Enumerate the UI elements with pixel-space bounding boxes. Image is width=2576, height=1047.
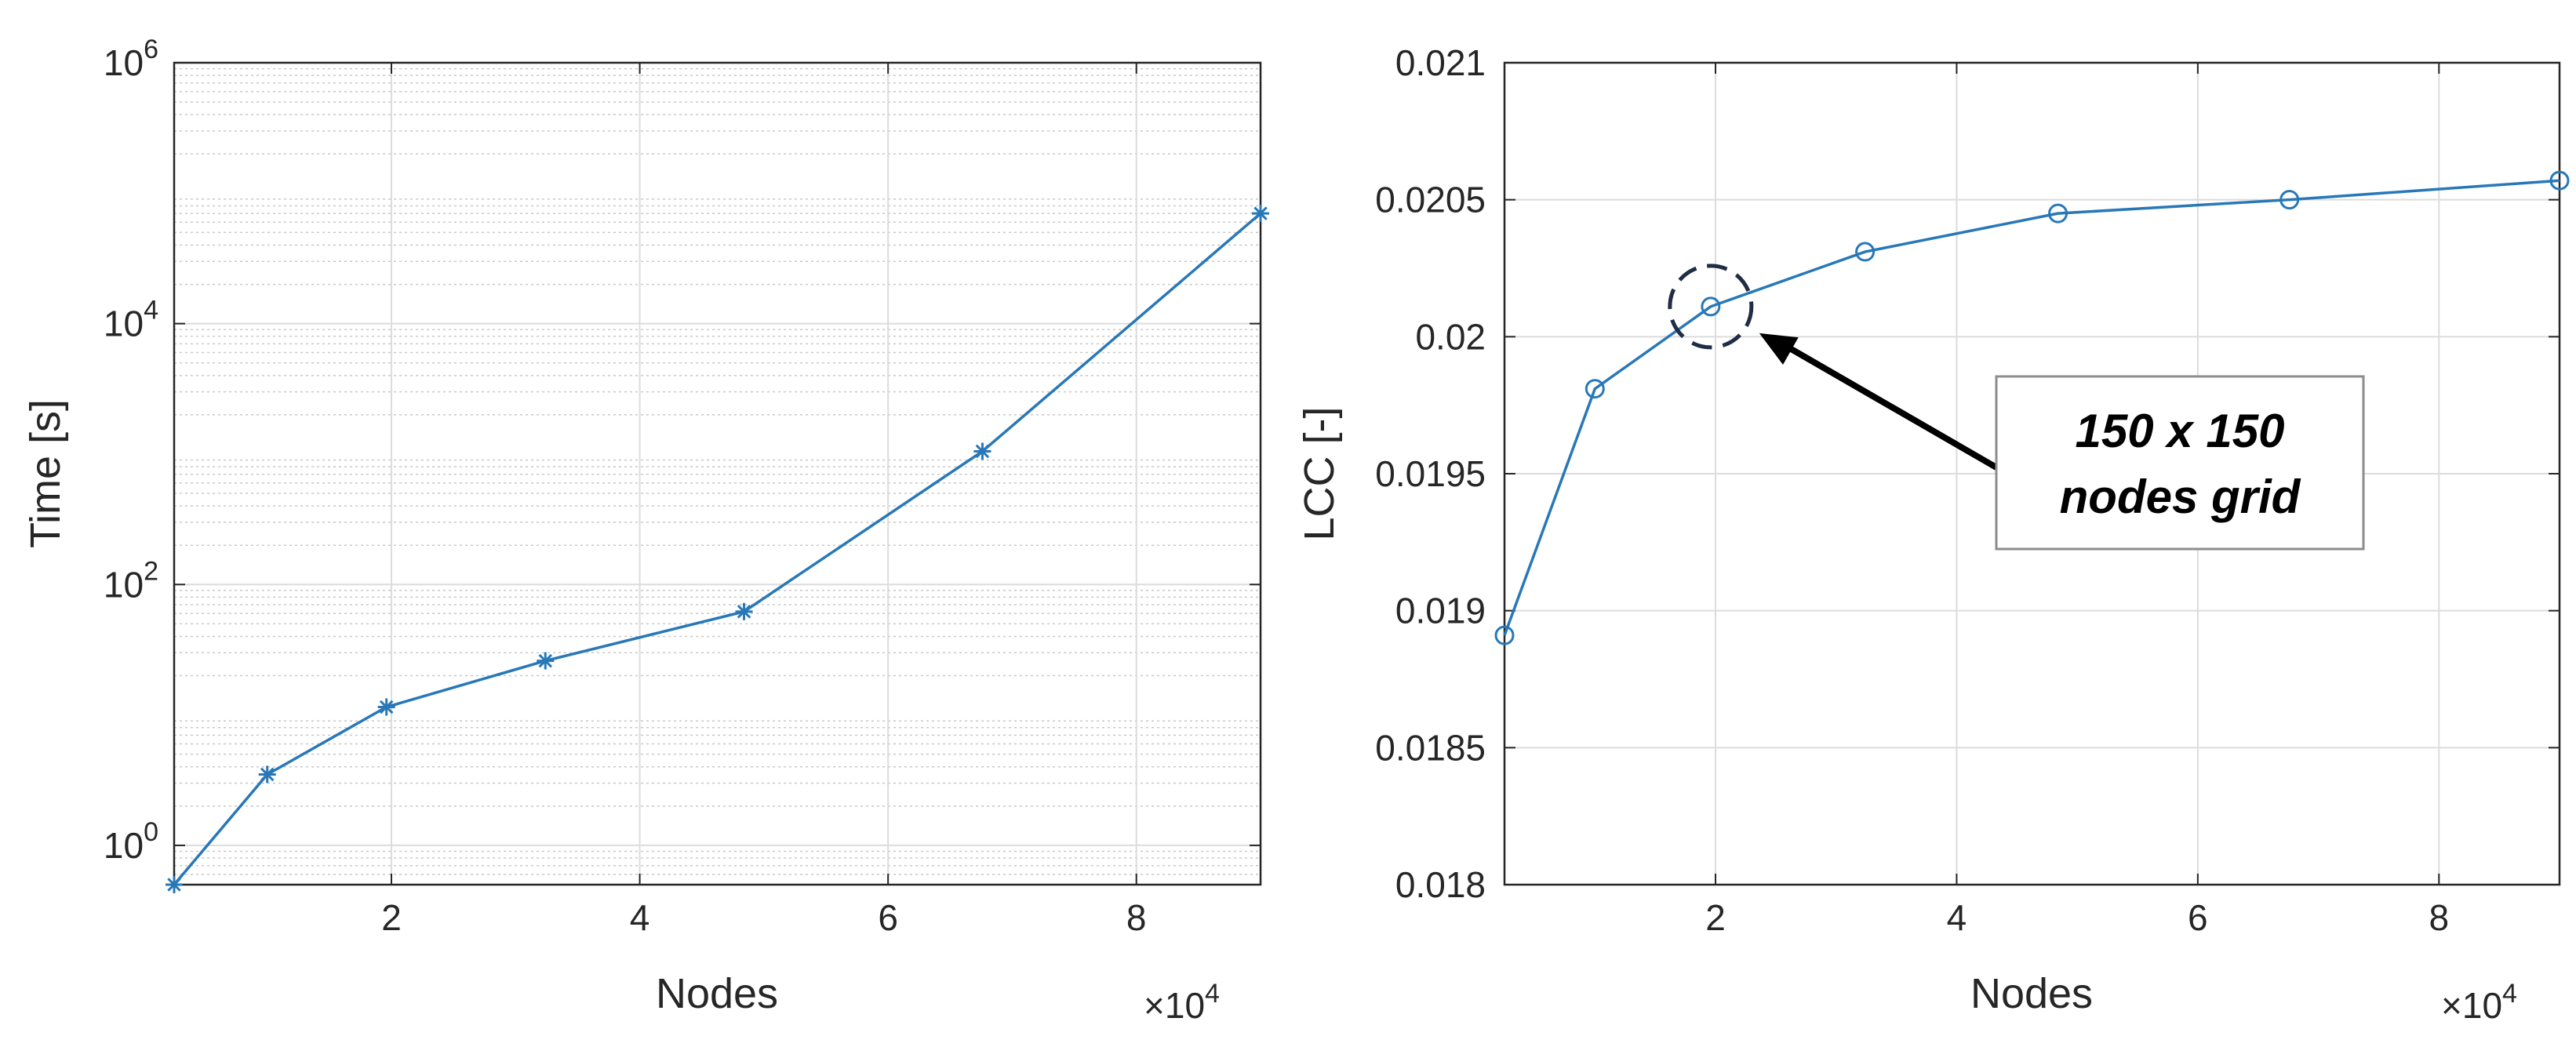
x-tick-label: 4 xyxy=(1947,897,1967,938)
annotation-arrow xyxy=(1759,333,1998,471)
x-exponent-label: ×104 xyxy=(1144,979,1220,1026)
marker-stroke xyxy=(167,878,181,892)
axis-ticks xyxy=(1504,62,2560,885)
data-point-marker xyxy=(166,876,183,893)
y-tick-base: 10 xyxy=(104,825,144,866)
x-axis-label: Nodes xyxy=(656,970,778,1017)
annotation-box xyxy=(1995,375,2365,551)
major-grid xyxy=(174,63,1261,885)
x-tick-label: 4 xyxy=(630,897,650,938)
plot-border xyxy=(173,61,1262,886)
arrow-shaft xyxy=(1781,341,1998,471)
y-tick-base: 10 xyxy=(104,304,144,344)
x-tick-labels: 2 4 6 8 xyxy=(1705,897,2449,938)
y-tick-base: 10 xyxy=(104,42,144,83)
data-point-marker xyxy=(537,652,555,670)
data-point-marker xyxy=(2048,203,2068,224)
x-tick-label: 8 xyxy=(1126,897,1147,938)
y-tick-label: 106 xyxy=(104,35,158,83)
data-point-marker xyxy=(1252,205,1269,223)
y-tick-label: 0.0205 xyxy=(1375,180,1486,220)
y-tick-label: 100 xyxy=(104,817,158,866)
x-axis-label: Nodes xyxy=(1970,970,2093,1017)
annotation: 150 x 150 nodes grid xyxy=(1668,264,2365,551)
y-tick-label: 102 xyxy=(104,556,158,605)
plot-area xyxy=(174,63,1261,885)
data-point-marker xyxy=(1585,379,1605,399)
marker-stroke xyxy=(379,700,394,714)
x-exponent-label: ×104 xyxy=(2441,979,2517,1026)
annotation-line-1: 150 x 150 xyxy=(2076,405,2285,457)
data-point-marker xyxy=(735,602,753,620)
major-grid xyxy=(1504,63,2560,885)
series-line xyxy=(1503,179,2560,636)
y-tick-label: 0.021 xyxy=(1395,42,1486,83)
y-tick-base: 10 xyxy=(104,564,144,605)
x-exponent-base: ×10 xyxy=(2441,985,2502,1026)
data-point-marker xyxy=(973,442,991,460)
x-exponent-power: 4 xyxy=(1205,979,1220,1009)
marker-stroke xyxy=(1253,206,1268,220)
data-point-marker xyxy=(1701,296,1721,317)
highlight-circle xyxy=(1668,264,1754,350)
y-tick-exponent: 0 xyxy=(144,817,158,847)
x-tick-label: 2 xyxy=(1705,897,1726,938)
y-tick-exponent: 4 xyxy=(144,296,158,325)
x-tick-labels: 2 4 6 8 xyxy=(381,897,1146,938)
x-tick-label: 8 xyxy=(2429,897,2449,938)
data-point-marker xyxy=(1494,625,1515,645)
data-point-marker xyxy=(2549,170,2570,191)
y-axis-label: Time [s] xyxy=(22,399,69,548)
y-tick-label: 0.02 xyxy=(1415,316,1486,357)
data-point-marker xyxy=(377,698,395,716)
y-axis-label: LCC [-] xyxy=(1296,406,1343,540)
data-point-marker xyxy=(2279,190,2300,210)
y-tick-label: 104 xyxy=(104,296,158,344)
y-tick-label: 0.0185 xyxy=(1375,727,1486,768)
series-polyline xyxy=(1503,179,2560,636)
y-tick-labels: 0.018 0.0185 0.019 0.0195 0.02 0.0205 0.021 xyxy=(1375,42,1486,905)
y-tick-exponent: 2 xyxy=(144,556,158,586)
x-tick-label: 6 xyxy=(878,897,898,938)
marker-stroke xyxy=(538,653,553,668)
marker-stroke xyxy=(737,605,751,619)
annotation-line-2: nodes grid xyxy=(2060,471,2301,523)
series-markers xyxy=(1494,170,2570,645)
arrow-head xyxy=(1759,333,1799,365)
y-tick-label: 0.018 xyxy=(1395,864,1486,905)
axis-ticks xyxy=(174,62,1261,885)
marker-stroke xyxy=(975,444,990,459)
data-point-marker xyxy=(258,765,276,783)
data-point-marker xyxy=(1855,242,1876,262)
y-tick-label: 0.019 xyxy=(1395,591,1486,631)
series-markers xyxy=(166,205,1269,893)
y-tick-exponent: 6 xyxy=(144,35,158,64)
marker-stroke xyxy=(260,767,275,782)
x-tick-label: 6 xyxy=(2188,897,2208,938)
x-exponent-base: ×10 xyxy=(1144,985,1205,1026)
y-tick-label: 0.0195 xyxy=(1375,453,1486,494)
x-exponent-power: 4 xyxy=(2502,979,2517,1009)
x-tick-label: 2 xyxy=(381,897,402,938)
